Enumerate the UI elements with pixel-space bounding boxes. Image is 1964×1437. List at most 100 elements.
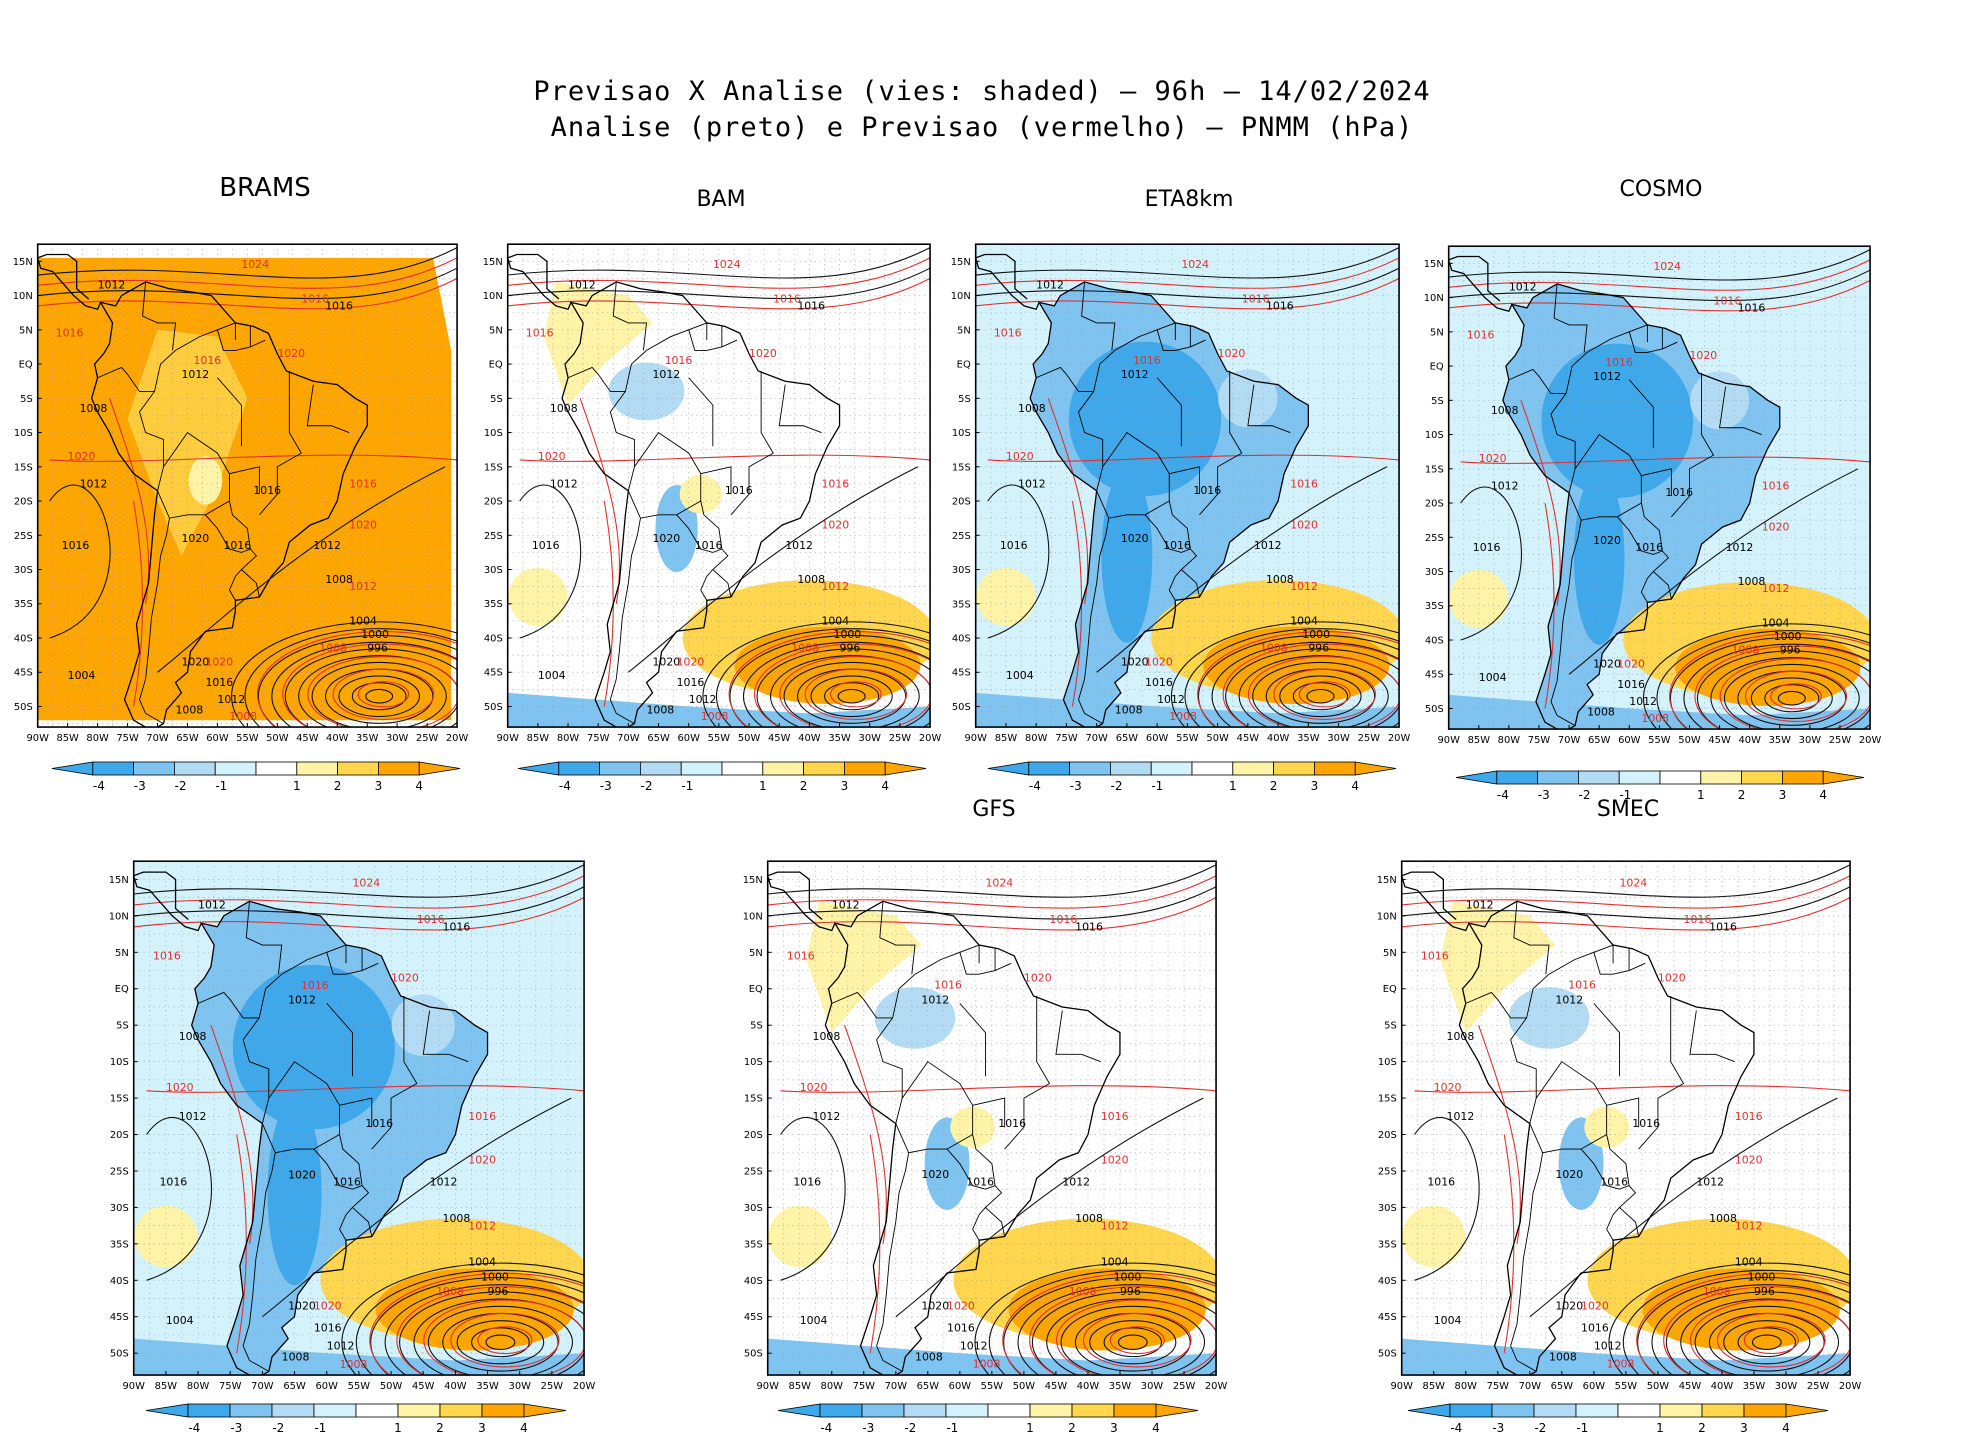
forecast-isobar-label: 1020 [1101, 1154, 1129, 1167]
colorbar: -4 -3 -2 -1 1 2 3 4 [777, 1403, 1199, 1435]
colorbar-arrow-low [987, 761, 1030, 776]
analysis-isobar-label: 1012 [179, 1110, 207, 1123]
analysis-isobar-label: 1016 [1075, 920, 1103, 933]
lon-tick-label: 60W [1618, 735, 1641, 746]
lat-tick-label: 45S [14, 668, 33, 679]
colorbar-swatch [1537, 770, 1579, 785]
bias-area [608, 362, 685, 421]
lon-tick-label: 75W [1528, 735, 1551, 746]
analysis-isobar-label: 1016 [532, 539, 560, 552]
lat-tick-label: 25S [1425, 533, 1444, 544]
analysis-isobar-label: 1012 [1157, 693, 1185, 706]
analysis-isobar-label: 1008 [550, 402, 578, 415]
lon-tick-label: 80W [1025, 733, 1048, 744]
lon-tick-label: 65W [1551, 1381, 1574, 1392]
lon-tick-label: 20W [1859, 735, 1882, 746]
colorbar-label: -4 [1450, 1421, 1462, 1435]
analysis-isobars [37, 247, 458, 728]
colorbar-label: -2 [1111, 779, 1123, 793]
analysis-isobar-label: 1016 [1709, 920, 1737, 933]
colorbar-label: -3 [862, 1421, 874, 1435]
analysis-isobar-label: 1012 [288, 993, 316, 1006]
lat-tick-label: 35S [14, 599, 33, 610]
colorbar-swatch [1659, 770, 1702, 785]
lat-tick-label: 15N [13, 257, 33, 268]
lon-tick-label: 55W [1648, 735, 1671, 746]
colorbar: -4 -3 -2 -1 1 2 3 4 [1407, 1403, 1829, 1435]
lat-tick-label: 5S [490, 394, 503, 405]
lat-tick-label: 10N [1377, 911, 1397, 922]
forecast-isobar-label: 1016 [1714, 294, 1742, 307]
analysis-isobar-label: 1016 [1738, 301, 1766, 314]
bias-area [188, 456, 223, 505]
lon-tick-label: 70W [251, 1381, 274, 1392]
forecast-isobar-label: 1016 [1133, 354, 1161, 367]
coastline [507, 253, 841, 728]
lat-tick-label: 50S [952, 702, 971, 713]
lat-tick-label: 10S [952, 428, 971, 439]
analysis-isobar-label: 1012 [313, 539, 341, 552]
forecast-isobar-label: 1020 [391, 971, 419, 984]
lat-tick-label: 5N [19, 325, 33, 336]
colorbar-swatch [355, 1403, 399, 1418]
analysis-isobar-label: 1004 [349, 614, 377, 627]
analysis-isobar-label: 1008 [443, 1212, 471, 1225]
colorbar-swatch [1700, 770, 1743, 785]
analysis-isobar-label: 1012 [813, 1110, 841, 1123]
colorbar-label: -1 [681, 779, 693, 793]
lat-tick-label: 25S [1378, 1166, 1397, 1177]
lat-tick-label: 15N [743, 875, 763, 886]
lat-tick-label: 40S [1378, 1276, 1397, 1287]
lon-tick-label: 25W [889, 733, 912, 744]
analysis-isobar-label: 1008 [1018, 402, 1046, 415]
lon-tick-label: 55W [236, 733, 259, 744]
lon-tick-label: 40W [798, 733, 821, 744]
lat-tick-label: 35S [1378, 1239, 1397, 1250]
colorbar-swatch [599, 761, 641, 776]
lat-tick-label: 15N [483, 257, 503, 268]
lat-tick-label: 45S [484, 668, 503, 679]
forecast-isobar-label: 1020 [1762, 520, 1790, 533]
lon-tick-label: 45W [1045, 1381, 1068, 1392]
lon-tick-label: 30W [509, 1381, 532, 1392]
analysis-isobar-label: 1016 [947, 1321, 975, 1334]
panel-title-smec: SMEC [1596, 797, 1660, 822]
analysis-isobar-label: 1000 [834, 628, 862, 641]
colorbar-label: 1 [394, 1421, 402, 1435]
lon-tick-label: 25W [541, 1381, 564, 1392]
colorbar-arrow-high [1354, 761, 1397, 776]
forecast-isobar-label: 1020 [1658, 971, 1686, 984]
lon-tick-label: 80W [821, 1381, 844, 1392]
lat-tick-label: 5N [489, 325, 503, 336]
forecast-isobar-label: 1012 [1735, 1219, 1763, 1232]
colorbar-arrow-high [1785, 1403, 1829, 1418]
lat-tick-label: 5S [1431, 396, 1444, 407]
forecast-isobar-label: 1020 [749, 347, 777, 360]
analysis-isobars [133, 864, 585, 1376]
negative-bias-area [1573, 470, 1625, 645]
forecast-isobar-label: 1012 [1762, 582, 1790, 595]
lon-tick-label: 45W [1708, 735, 1731, 746]
axis-labels: 15N 10N 5N EQ 5S 10S 15S 20S 25S 30S 35S 40S 45S 50S 9… [483, 257, 942, 744]
colorbar-swatch [819, 1403, 863, 1418]
lat-tick-label: EQ [489, 360, 503, 371]
forecast-isobar-label: 1008 [1607, 1358, 1635, 1371]
colorbar-label: 2 [1698, 1421, 1706, 1435]
lon-tick-label: 65W [647, 733, 670, 744]
lon-tick-label: 55W [1176, 733, 1199, 744]
colorbar-swatch [1659, 1403, 1703, 1418]
lon-tick-label: 90W [757, 1381, 780, 1392]
lat-tick-label: 50S [14, 702, 33, 713]
colorbar-swatch [1741, 770, 1783, 785]
analysis-isobar-label: 996 [1120, 1285, 1141, 1298]
colorbar-label: -1 [215, 779, 227, 793]
analysis-isobar-label: 1012 [1593, 370, 1621, 383]
lat-tick-label: 15S [110, 1094, 129, 1105]
colorbar-label: 4 [520, 1421, 528, 1435]
lat-tick-label: 10S [14, 428, 33, 439]
